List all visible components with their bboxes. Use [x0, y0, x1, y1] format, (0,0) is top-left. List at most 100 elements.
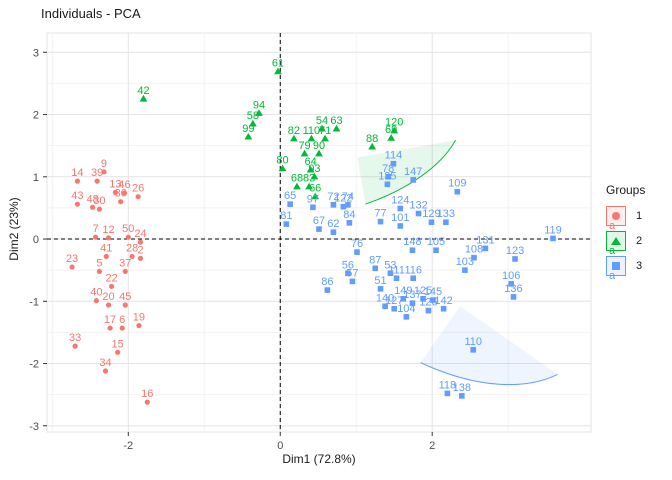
- point-label: 7: [93, 223, 99, 235]
- point-label: 71: [319, 125, 331, 137]
- point-label: 56: [342, 259, 354, 271]
- point-label: 45: [119, 291, 131, 303]
- data-point-g1: [122, 268, 128, 275]
- data-point-g3: [283, 221, 290, 227]
- point-label: 148: [403, 236, 421, 248]
- point-label: 99: [242, 123, 254, 135]
- legend-item-label: 2: [636, 235, 643, 247]
- point-label: 72: [327, 191, 339, 203]
- data-point-g3: [345, 270, 351, 277]
- data-point-g1: [121, 190, 128, 196]
- point-label: 68: [291, 173, 303, 185]
- data-point-g1: [72, 343, 78, 349]
- point-label: 79: [298, 140, 310, 152]
- data-point-g1: [108, 283, 115, 289]
- data-point-g1: [96, 268, 103, 275]
- point-label: 39: [91, 167, 103, 179]
- data-point-g1: [144, 399, 150, 405]
- point-label: 86: [321, 276, 333, 288]
- point-label: 6: [119, 314, 125, 326]
- data-point-g1: [115, 349, 121, 355]
- data-point-g1: [137, 255, 144, 261]
- square-icon: [612, 262, 620, 270]
- point-label: 132: [409, 200, 427, 212]
- plot-panel: [46, 32, 592, 433]
- point-label: 43: [71, 190, 83, 202]
- data-point-g2: [315, 149, 323, 157]
- data-point-g1: [129, 253, 135, 260]
- point-label: 126: [419, 297, 437, 309]
- data-point-g3: [440, 305, 447, 312]
- point-label: 50: [122, 223, 134, 235]
- point-label: 145: [424, 286, 442, 298]
- data-point-g3: [428, 219, 435, 226]
- point-label: 62: [327, 218, 339, 230]
- x-tick-label: -2: [123, 440, 133, 452]
- data-point-g3: [454, 188, 461, 195]
- point-label: 120: [385, 117, 403, 129]
- point-label: 116: [404, 264, 422, 276]
- point-label: 23: [66, 253, 78, 265]
- point-label: 118: [439, 379, 457, 391]
- point-label: 40: [90, 287, 102, 299]
- point-label: 63: [330, 115, 342, 127]
- data-point-g1: [135, 194, 141, 200]
- data-point-g3: [345, 202, 351, 208]
- data-point-g3: [384, 181, 391, 188]
- point-label: 61: [272, 58, 284, 70]
- data-point-g3: [510, 294, 517, 300]
- data-point-g3: [330, 229, 337, 235]
- data-point-g3: [444, 390, 451, 397]
- point-label: 22: [105, 272, 117, 284]
- point-label: 110: [464, 336, 482, 348]
- data-point-g3: [340, 203, 347, 210]
- point-label: 51: [374, 275, 386, 287]
- data-point-g2: [390, 126, 399, 134]
- point-label: 76: [351, 238, 363, 250]
- data-point-g2: [300, 149, 309, 157]
- data-point-g1: [136, 322, 142, 329]
- data-point-g3: [400, 295, 407, 302]
- legend-key-triangle-icon: a: [606, 231, 626, 257]
- point-label: 93: [308, 163, 320, 175]
- data-point-g3: [382, 303, 388, 310]
- data-point-g1: [105, 235, 112, 241]
- legend-key-square-icon: a: [606, 256, 626, 282]
- data-point-g3: [397, 205, 404, 212]
- point-label: 17: [104, 314, 116, 326]
- data-point-g1: [93, 234, 99, 240]
- point-label: 106: [502, 270, 520, 282]
- point-label: 14: [71, 167, 83, 179]
- point-label: 101: [391, 212, 409, 224]
- point-label: 30: [93, 195, 105, 207]
- data-point-g2: [318, 124, 326, 132]
- point-label: 33: [69, 332, 81, 344]
- y-tick-label: -2: [29, 359, 39, 371]
- data-point-g3: [377, 286, 384, 292]
- data-point-g2: [139, 94, 148, 102]
- data-point-g1: [122, 302, 128, 308]
- y-tick-label: 1: [33, 172, 39, 184]
- triangle-icon: [611, 237, 621, 245]
- data-point-g2: [278, 164, 287, 172]
- point-label: 2: [137, 244, 143, 256]
- point-label: 48: [86, 193, 98, 205]
- data-point-g2: [290, 134, 298, 142]
- point-label: 9: [101, 158, 107, 170]
- data-point-g1: [96, 206, 103, 212]
- data-point-g2: [321, 134, 329, 142]
- point-label: 110: [303, 125, 321, 137]
- point-label: 111: [388, 264, 405, 276]
- point-label: 140: [376, 292, 394, 304]
- data-point-g3: [310, 204, 316, 211]
- data-point-g3: [420, 295, 426, 302]
- plot-title: Individuals - PCA: [41, 6, 141, 21]
- data-point-g3: [397, 223, 404, 229]
- point-label: 64: [305, 156, 317, 168]
- point-label: 37: [119, 257, 131, 269]
- data-point-g2: [307, 134, 316, 142]
- point-label: 78: [382, 163, 394, 175]
